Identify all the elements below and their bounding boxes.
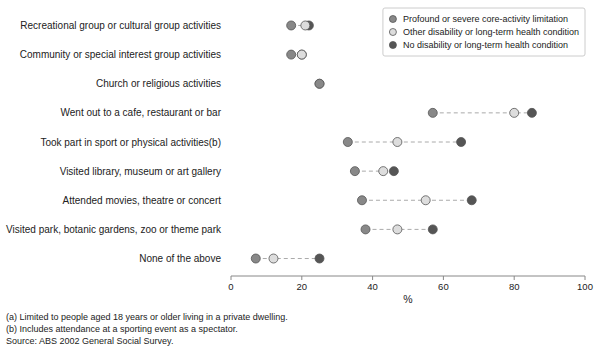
category-label: Went out to a cafe, restaurant or bar <box>61 107 222 118</box>
dot <box>527 108 536 117</box>
dot <box>361 225 370 234</box>
tick-mark <box>443 276 444 280</box>
legend-marker <box>389 42 396 49</box>
y-axis: Recreational group or cultural group act… <box>6 20 222 264</box>
dot <box>393 138 402 147</box>
dot <box>297 50 306 59</box>
tick-label: 20 <box>297 281 308 292</box>
plot-area <box>251 21 536 263</box>
dot <box>393 225 402 234</box>
dot <box>379 167 388 176</box>
chart: 0 20 40 60 80 100% Recreational group or cultu… <box>0 0 599 350</box>
dot <box>269 254 278 263</box>
dot <box>467 196 476 205</box>
dot <box>421 196 430 205</box>
connector <box>362 200 472 201</box>
tick-mark <box>372 276 373 280</box>
tick-mark <box>231 276 232 280</box>
dot <box>315 79 324 88</box>
dot <box>357 196 366 205</box>
tick-mark <box>514 276 515 280</box>
series <box>297 21 536 263</box>
category-label: Community or special interest group acti… <box>20 49 221 60</box>
tick-label: 100 <box>577 281 593 292</box>
dot <box>251 254 260 263</box>
tick-label: 0 <box>228 281 233 292</box>
legend-marker <box>389 16 396 23</box>
category-label: Visited library, museum or art gallery <box>60 166 221 177</box>
dot <box>428 225 437 234</box>
series <box>251 21 437 263</box>
dot <box>287 21 296 30</box>
dot <box>315 254 324 263</box>
connector <box>348 142 461 143</box>
legend: Profound or severe core-activity limitat… <box>383 8 585 56</box>
category-label: Church or religious activities <box>96 78 221 89</box>
dot <box>287 50 296 59</box>
dot <box>301 21 310 30</box>
series <box>269 21 519 263</box>
annotation: (b) Includes attendance at a sporting ev… <box>6 324 238 334</box>
legend-box <box>383 8 585 56</box>
footnotes: (a) Limited to people aged 18 years or o… <box>6 312 288 346</box>
dot <box>457 138 466 147</box>
dot <box>297 50 306 59</box>
category-label: Recreational group or cultural group act… <box>20 20 221 31</box>
connector <box>256 258 320 259</box>
legend-marker <box>389 29 396 36</box>
legend-label: No disability or long-term health condit… <box>403 40 568 50</box>
dot <box>343 138 352 147</box>
category-label: Visited park, botanic gardens, zoo or th… <box>6 224 222 235</box>
dot <box>389 167 398 176</box>
tick-label: 40 <box>367 281 378 292</box>
x-axis-label: % <box>403 293 412 305</box>
tick-label: 80 <box>509 281 520 292</box>
dot <box>510 108 519 117</box>
annotation: (a) Limited to people aged 18 years or o… <box>6 312 288 322</box>
dot <box>315 79 324 88</box>
dot <box>350 167 359 176</box>
legend-label: Profound or severe core-activity limitat… <box>403 14 568 24</box>
category-label: Took part in sport or physical activitie… <box>40 137 221 148</box>
tick-mark <box>301 276 302 280</box>
tick-label: 60 <box>438 281 449 292</box>
category-label: None of the above <box>139 253 221 264</box>
axis-line <box>231 276 585 277</box>
annotation: Source: ABS 2002 General Social Survey. <box>6 336 173 346</box>
tick-mark <box>585 276 586 280</box>
dot <box>428 108 437 117</box>
category-label: Attended movies, theatre or concert <box>63 195 222 206</box>
legend-label: Other disability or long-term health con… <box>403 27 579 37</box>
x-axis: 0 20 40 60 80 100% <box>228 276 593 305</box>
